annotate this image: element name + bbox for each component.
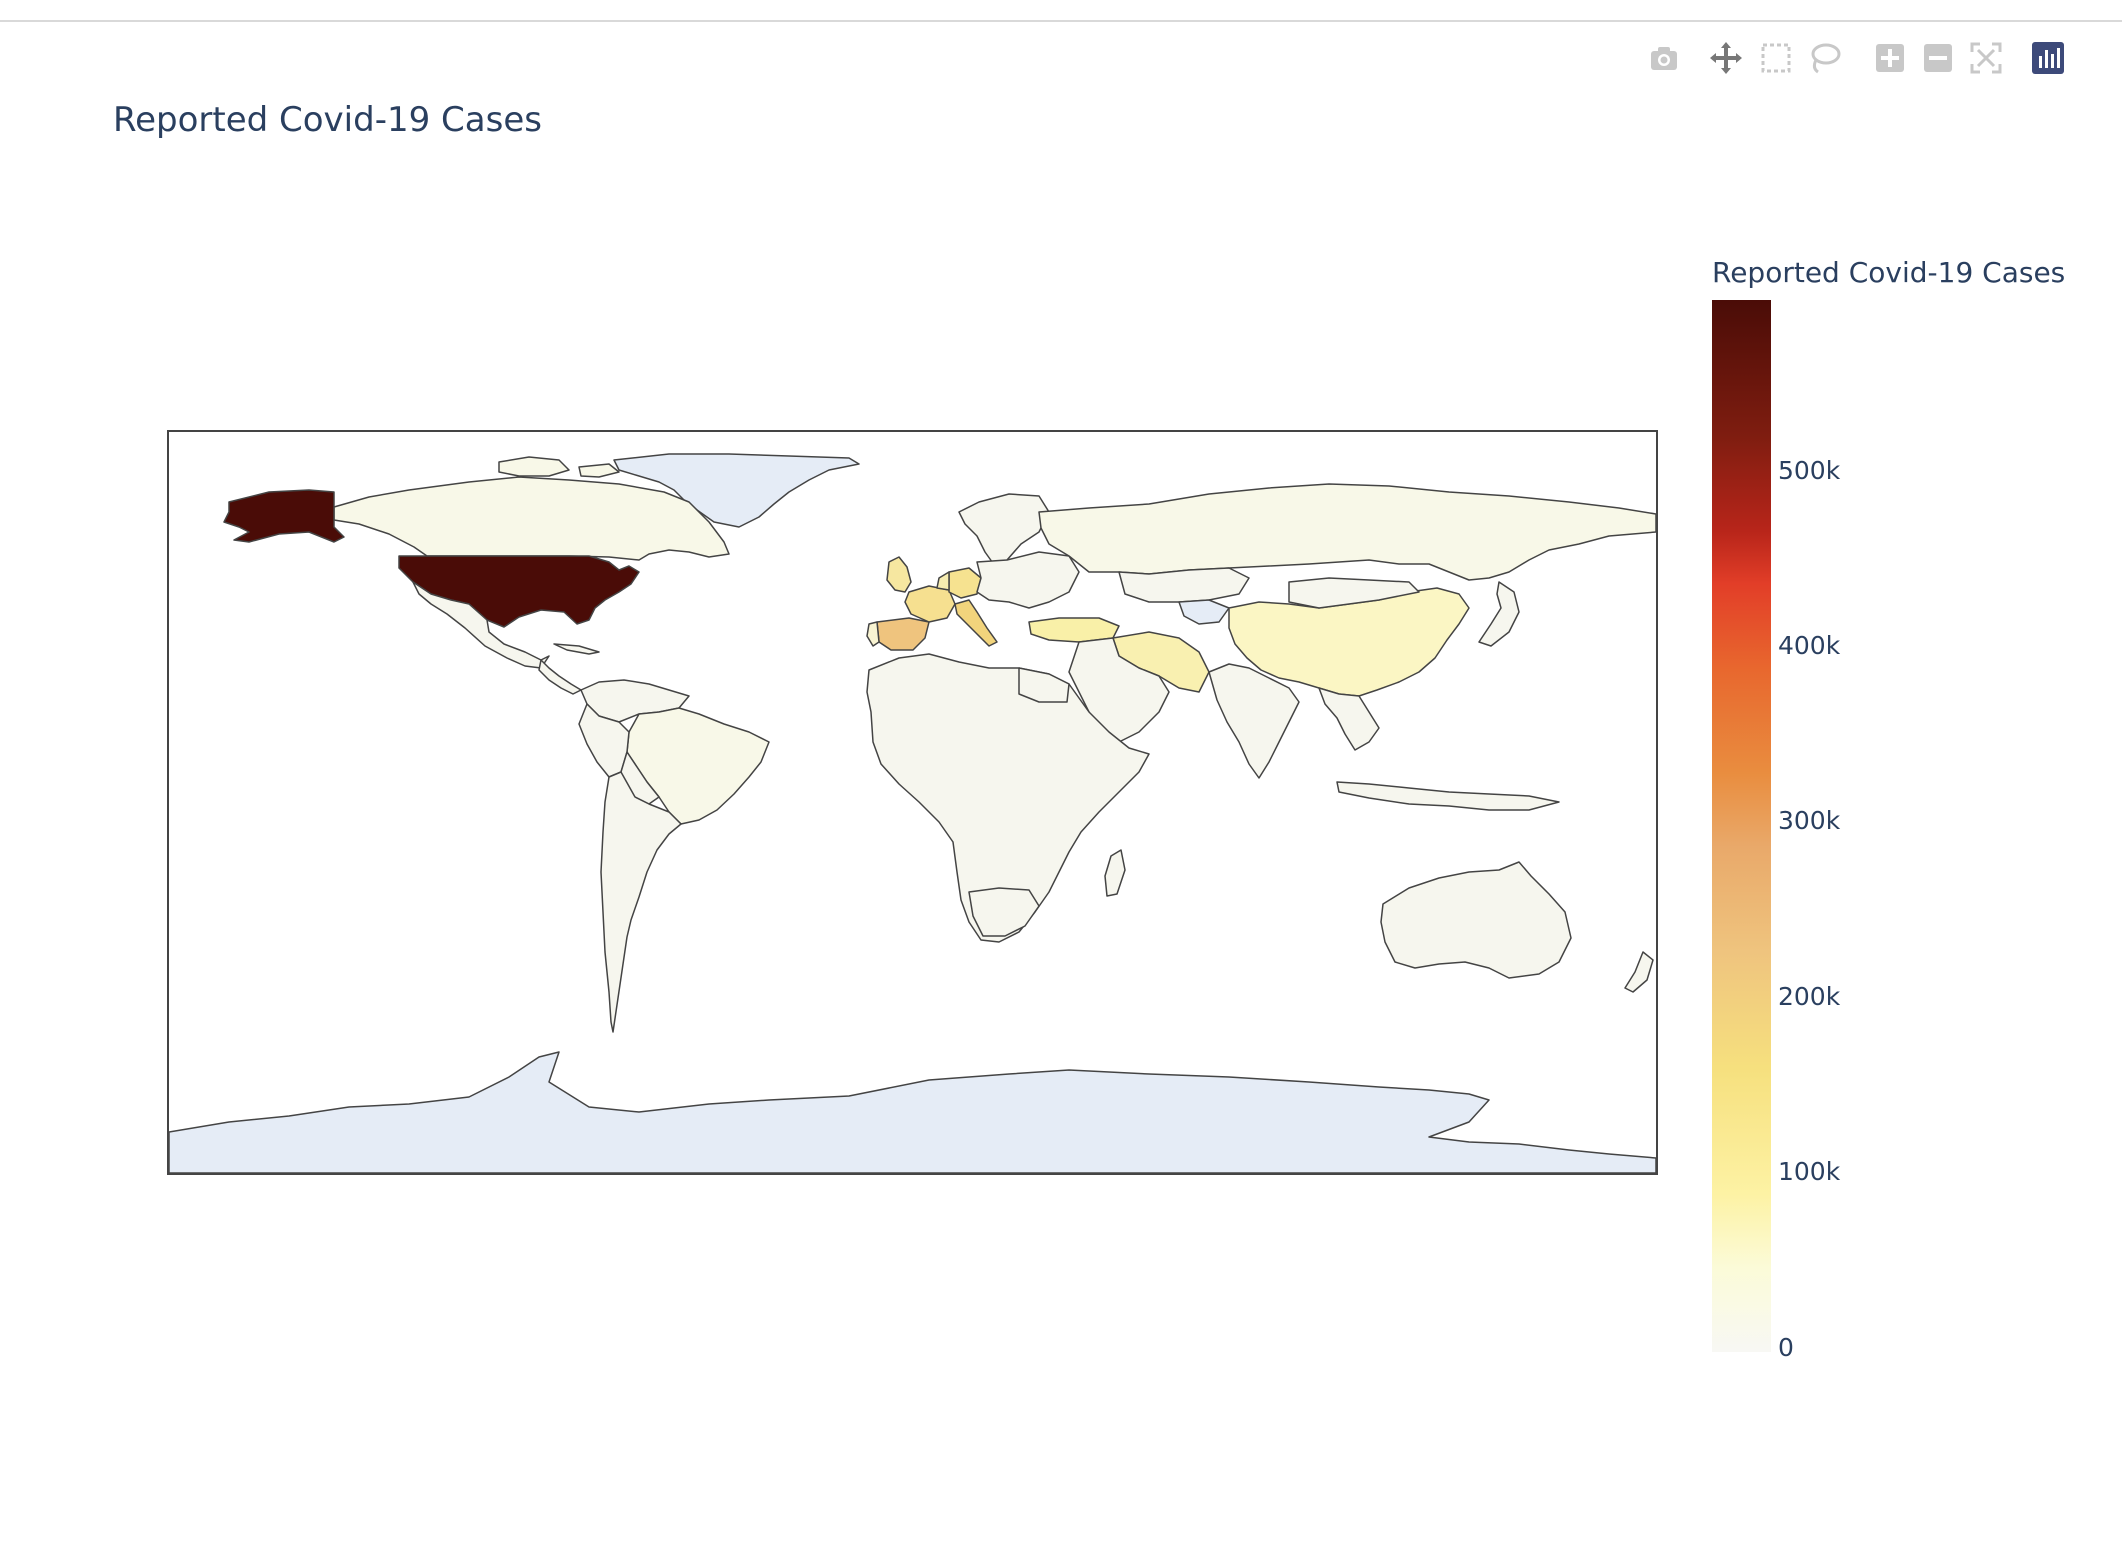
region-spain xyxy=(876,617,930,651)
map-svg xyxy=(169,453,1656,1173)
colorbar-tick-300k: 300k xyxy=(1778,806,1841,835)
zoom-in-icon[interactable] xyxy=(1868,36,1912,80)
region-scandinavia xyxy=(958,493,1050,567)
box-select-icon[interactable] xyxy=(1754,36,1798,80)
window-top-border xyxy=(0,0,2122,22)
region-mongolia xyxy=(1288,577,1420,609)
region-japan xyxy=(1478,581,1520,647)
region-russia xyxy=(1038,483,1656,581)
region-greenland xyxy=(613,453,860,528)
region-central-asia xyxy=(1178,599,1230,625)
colorbar-title: Reported Covid-19 Cases xyxy=(1712,256,2066,289)
modebar xyxy=(1642,36,2122,86)
region-australia xyxy=(1380,861,1572,979)
region-eastern-europe xyxy=(976,551,1080,609)
region-south-africa xyxy=(968,887,1040,937)
region-cuba xyxy=(553,643,600,655)
zoom-out-icon[interactable] xyxy=(1916,36,1960,80)
region-canada-islands xyxy=(498,456,620,478)
region-uk xyxy=(886,556,912,593)
region-benelux xyxy=(936,571,950,591)
region-central-america xyxy=(538,659,582,695)
region-canada xyxy=(333,476,730,561)
colorbar xyxy=(1712,300,1771,1352)
colorbar-tick-400k: 400k xyxy=(1778,631,1841,660)
region-india xyxy=(1208,663,1300,779)
lasso-select-icon[interactable] xyxy=(1802,36,1846,80)
region-new-zealand xyxy=(1624,951,1654,993)
geo-map[interactable] xyxy=(167,430,1658,1175)
colorbar-tick-100k: 100k xyxy=(1778,1157,1841,1186)
region-germany xyxy=(948,567,982,599)
region-madagascar xyxy=(1104,849,1126,897)
region-egypt xyxy=(1018,667,1070,703)
region-mexico xyxy=(412,581,550,669)
region-indonesia xyxy=(1336,781,1560,811)
region-portugal xyxy=(866,621,880,647)
plotly-logo-icon[interactable] xyxy=(2026,36,2070,80)
chart-title: Reported Covid-19 Cases xyxy=(113,100,542,140)
region-antarctica xyxy=(169,1051,1656,1173)
pan-icon[interactable] xyxy=(1704,36,1748,80)
region-alaska xyxy=(223,489,345,543)
region-kazakhstan xyxy=(1118,567,1250,603)
region-southeast-asia xyxy=(1318,687,1380,751)
region-france xyxy=(904,585,956,623)
colorbar-tick-0: 0 xyxy=(1778,1333,1794,1362)
region-usa xyxy=(398,555,640,628)
region-argentina-chile xyxy=(600,771,682,1033)
reset-view-icon[interactable] xyxy=(1964,36,2008,80)
region-italy xyxy=(954,599,998,647)
colorbar-tick-200k: 200k xyxy=(1778,982,1841,1011)
camera-icon[interactable] xyxy=(1642,36,1686,80)
colorbar-tick-500k: 500k xyxy=(1778,456,1841,485)
